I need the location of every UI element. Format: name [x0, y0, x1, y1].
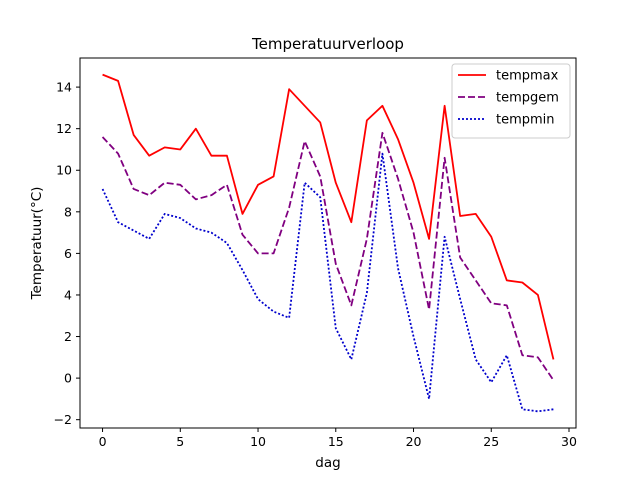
x-tick-label: 25 — [483, 434, 499, 449]
series-line-tempgem — [101, 131, 555, 381]
y-tick-label: −2 — [54, 412, 72, 427]
legend: tempmax tempgem tempmin — [451, 63, 571, 139]
chart-title: Temperatuurverloop — [251, 35, 404, 53]
x-tick-label: 20 — [406, 434, 422, 449]
y-tick-label: 4 — [64, 287, 72, 302]
x-tick-label: 0 — [99, 434, 107, 449]
series-line-tempmin — [101, 152, 554, 413]
y-tick-label: 8 — [64, 204, 72, 219]
y-tick-label: 12 — [56, 121, 72, 136]
x-tick-label: 10 — [250, 434, 266, 449]
series-line-tempmax — [102, 73, 555, 360]
legend-box — [451, 63, 571, 139]
y-tick-label: 14 — [56, 80, 72, 95]
y-tick-label: 6 — [64, 246, 72, 261]
y-tick-label: 0 — [64, 371, 72, 386]
x-tick-label: 30 — [561, 434, 577, 449]
y-tick-label: 10 — [56, 163, 72, 178]
series-layer — [101, 73, 555, 413]
plot-frame — [79, 57, 577, 429]
x-tick-label: 5 — [176, 434, 184, 449]
legend-label-tempmax: tempmax — [496, 69, 559, 84]
x-tick-label: 15 — [328, 434, 344, 449]
y-axis: −2 0 2 4 6 8 10 12 14 — [54, 80, 80, 427]
y-tick-label: 2 — [64, 329, 72, 344]
x-axis: 0 5 10 15 20 25 30 — [99, 428, 577, 449]
legend-label-tempgem: tempgem — [496, 91, 559, 106]
x-axis-label: dag — [315, 455, 340, 471]
legend-label-tempmin: tempmin — [496, 113, 555, 128]
y-axis-label: Temperatuur(°C) — [29, 187, 45, 301]
